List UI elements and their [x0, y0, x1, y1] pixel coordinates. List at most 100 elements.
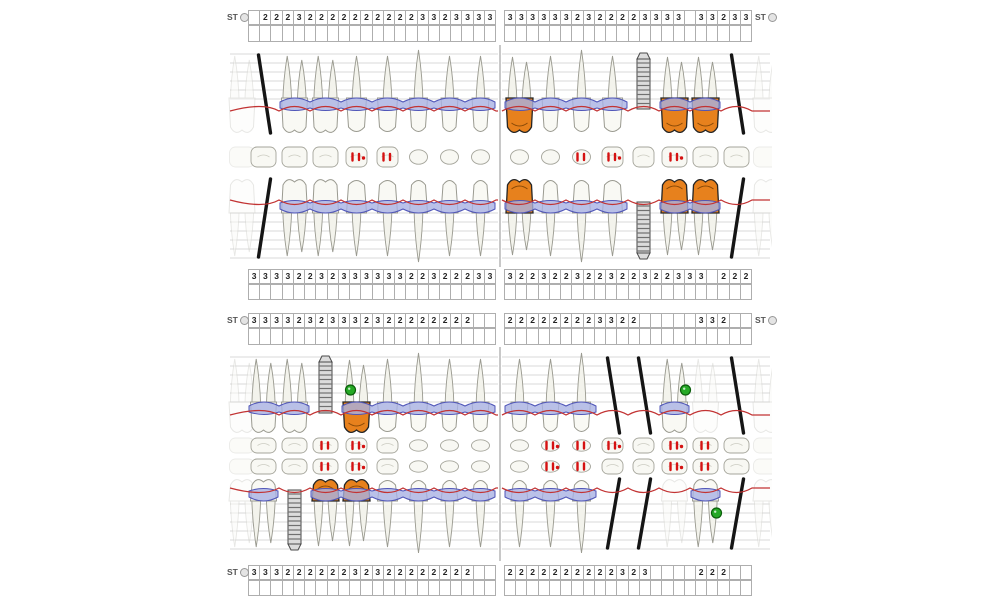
tooth-slot-normal[interactable] — [541, 55, 560, 132]
occlusal-tooth[interactable] — [345, 437, 368, 454]
st-cell[interactable]: 3 — [350, 269, 362, 284]
st-cell[interactable]: 2 — [462, 313, 474, 328]
st-cell[interactable] — [473, 580, 485, 596]
tooth-slot-normal[interactable] — [311, 179, 340, 257]
st-cell[interactable]: 2 — [549, 313, 562, 328]
st-cell[interactable]: 3 — [271, 313, 283, 328]
st-cell[interactable] — [684, 284, 696, 300]
st-cell[interactable] — [707, 284, 719, 300]
st-cell[interactable] — [484, 284, 497, 300]
st-cell[interactable] — [305, 328, 317, 345]
tooth[interactable] — [571, 180, 592, 263]
st-cell[interactable] — [662, 328, 674, 345]
st-cell[interactable] — [673, 565, 685, 580]
st-cell[interactable]: 2 — [549, 269, 562, 284]
st-cell[interactable] — [628, 328, 640, 345]
st-cell[interactable] — [473, 25, 485, 42]
occlusal-tooth[interactable] — [409, 439, 428, 452]
occlusal-tooth[interactable] — [376, 458, 399, 475]
occlusal-tooth[interactable] — [376, 437, 399, 454]
st-cell[interactable]: 2 — [527, 269, 539, 284]
st-cell[interactable]: 2 — [662, 269, 674, 284]
st-cell[interactable]: 2 — [417, 313, 429, 328]
st-cell[interactable]: 2 — [583, 269, 595, 284]
tooth-slot-normal[interactable] — [510, 358, 529, 432]
st-cell[interactable] — [572, 25, 584, 42]
occlusal-tooth[interactable] — [723, 458, 750, 475]
st-cell[interactable] — [617, 328, 629, 345]
st-cell[interactable] — [327, 284, 339, 300]
st-cell[interactable] — [673, 580, 685, 596]
tooth-slot-normal[interactable] — [408, 180, 429, 263]
st-cell[interactable]: 2 — [305, 10, 317, 25]
tooth[interactable] — [280, 55, 309, 133]
tooth[interactable] — [408, 352, 429, 432]
st-cell[interactable] — [451, 284, 463, 300]
occlusal-tooth[interactable] — [409, 149, 428, 165]
st-cell[interactable]: 2 — [316, 313, 328, 328]
st-cell[interactable] — [462, 284, 474, 300]
st-cell[interactable]: 3 — [316, 269, 328, 284]
tooth-slot-normal[interactable] — [249, 358, 278, 433]
st-cell[interactable]: 3 — [662, 10, 674, 25]
st-cell[interactable] — [651, 580, 663, 596]
st-cell[interactable]: 3 — [606, 313, 618, 328]
tooth-slot-normal[interactable] — [471, 55, 490, 132]
st-cell[interactable]: 3 — [561, 10, 573, 25]
st-cell[interactable] — [484, 328, 497, 345]
st-cell[interactable]: 3 — [639, 269, 652, 284]
st-cell[interactable] — [549, 328, 562, 345]
st-cell[interactable]: 2 — [504, 313, 517, 328]
st-cell[interactable]: 2 — [361, 313, 373, 328]
st-cell[interactable] — [383, 328, 396, 345]
st-cell[interactable] — [305, 580, 317, 596]
st-cell[interactable] — [327, 328, 339, 345]
st-cell[interactable] — [538, 580, 550, 596]
tooth[interactable] — [280, 358, 309, 433]
st-cell[interactable] — [538, 284, 550, 300]
st-cell[interactable]: 3 — [271, 269, 283, 284]
st-cell[interactable] — [282, 284, 294, 300]
st-cell[interactable] — [248, 284, 261, 300]
tooth-slot-crown[interactable] — [660, 178, 689, 256]
tooth-slot-normal[interactable] — [280, 358, 309, 433]
st-cell[interactable]: 3 — [549, 10, 562, 25]
st-cell[interactable]: 2 — [383, 313, 396, 328]
st-cell[interactable]: 3 — [383, 269, 396, 284]
occlusal-tooth[interactable] — [281, 458, 308, 475]
st-cell[interactable]: 2 — [395, 313, 407, 328]
st-cell[interactable] — [594, 284, 607, 300]
occlusal-tooth[interactable] — [440, 439, 459, 452]
st-cell[interactable]: 2 — [383, 565, 396, 580]
st-cell[interactable] — [740, 565, 753, 580]
st-cell[interactable] — [372, 580, 384, 596]
st-cell[interactable]: 2 — [617, 269, 629, 284]
st-cell[interactable]: 2 — [417, 565, 429, 580]
occlusal-tooth[interactable] — [632, 146, 655, 168]
st-cell[interactable] — [684, 313, 696, 328]
st-cell[interactable] — [583, 284, 595, 300]
st-cell[interactable] — [684, 10, 696, 25]
st-cell[interactable]: 2 — [293, 565, 306, 580]
st-cell[interactable]: 3 — [673, 269, 685, 284]
st-cell[interactable]: 2 — [260, 10, 272, 25]
st-cell[interactable] — [260, 328, 272, 345]
st-cell[interactable] — [439, 328, 452, 345]
perio-finding-dot[interactable] — [344, 384, 357, 396]
st-cell[interactable] — [293, 580, 306, 596]
occlusal-tooth[interactable] — [661, 458, 688, 475]
st-cell[interactable] — [428, 328, 440, 345]
st-cell[interactable] — [740, 25, 753, 42]
tooth[interactable] — [571, 352, 592, 432]
st-cell[interactable] — [684, 580, 696, 596]
st-cell[interactable]: 2 — [428, 313, 440, 328]
st-cell[interactable] — [538, 25, 550, 42]
tooth[interactable] — [471, 358, 490, 432]
st-cell[interactable]: 3 — [707, 313, 719, 328]
st-cell[interactable]: 2 — [462, 269, 474, 284]
tooth[interactable] — [440, 358, 459, 432]
tooth[interactable] — [510, 358, 529, 432]
st-cell[interactable] — [740, 313, 753, 328]
st-cell[interactable] — [707, 25, 719, 42]
st-cell[interactable]: 3 — [395, 269, 407, 284]
